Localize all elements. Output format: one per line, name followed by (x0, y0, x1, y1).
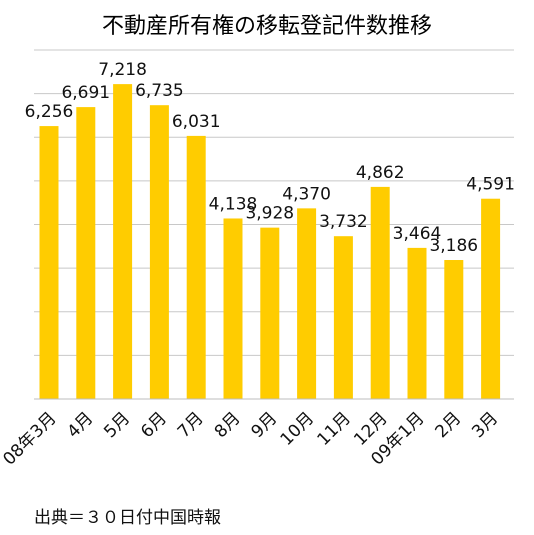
x-tick-label-12: 3月 (468, 408, 502, 442)
data-label-8: 3,732 (319, 212, 368, 232)
bar-10 (407, 247, 427, 399)
x-tick-label-6: 9月 (248, 408, 282, 442)
x-tick-label-8: 11月 (313, 408, 354, 449)
data-label-10: 3,464 (393, 224, 442, 244)
x-tick-label-1: 4月 (64, 408, 98, 442)
bar-1 (76, 107, 96, 399)
data-label-7: 4,370 (282, 184, 331, 204)
bar-11 (444, 260, 464, 399)
bar-7 (297, 208, 317, 399)
bar-9 (370, 186, 390, 399)
data-label-1: 6,691 (61, 83, 110, 103)
x-tick-label-3: 6月 (137, 408, 171, 442)
bar-0 (39, 126, 59, 399)
data-label-11: 3,186 (429, 236, 478, 256)
x-tick-label-5: 8月 (211, 408, 245, 442)
data-label-2: 7,218 (98, 60, 147, 80)
bar-8 (333, 236, 353, 399)
chart-title: 不動産所有権の移転登記件数推移 (102, 14, 432, 39)
x-tick-label-7: 10月 (277, 408, 318, 449)
data-label-12: 4,591 (466, 175, 515, 195)
bars (39, 84, 501, 400)
data-label-6: 3,928 (245, 204, 294, 224)
x-tick-label-2: 5月 (100, 408, 134, 442)
x-tick-label-0: 08年3月 (0, 408, 61, 469)
data-label-4: 6,031 (172, 112, 221, 132)
data-label-9: 4,862 (356, 163, 405, 183)
bar-2 (113, 84, 133, 400)
bar-3 (149, 105, 169, 400)
x-tick-label-4: 7月 (174, 408, 208, 442)
data-label-5: 4,138 (209, 194, 258, 214)
source-note: 出典＝３０日付中国時報 (34, 508, 221, 528)
bar-12 (481, 198, 501, 399)
data-label-3: 6,735 (135, 81, 184, 101)
bar-4 (186, 135, 206, 399)
data-label-0: 6,256 (25, 102, 74, 122)
bar-5 (223, 218, 243, 399)
bar-6 (260, 227, 280, 399)
x-tick-label-11: 2月 (432, 408, 466, 442)
